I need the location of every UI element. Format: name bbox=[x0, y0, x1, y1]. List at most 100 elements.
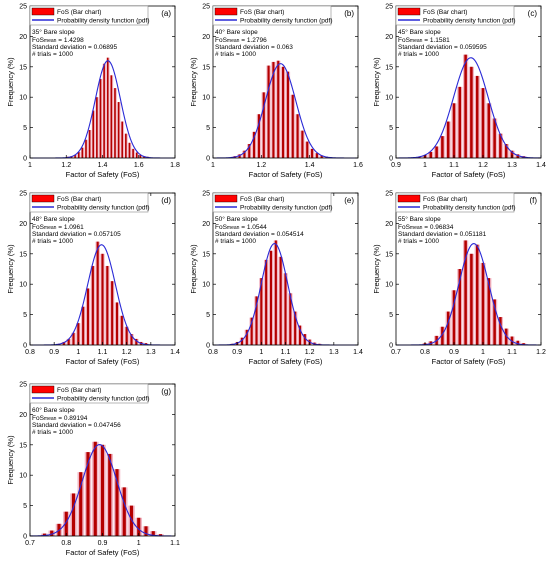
bar bbox=[493, 118, 496, 158]
bar bbox=[115, 302, 119, 345]
y-tick-label: 0 bbox=[23, 534, 27, 541]
bar bbox=[82, 306, 85, 345]
bar bbox=[470, 66, 473, 158]
x-tick-label: 0.7 bbox=[25, 540, 35, 547]
x-tick-label: 1.8 bbox=[170, 162, 180, 169]
bar bbox=[130, 334, 133, 345]
y-tick-label: 10 bbox=[202, 282, 210, 289]
bar bbox=[272, 61, 275, 158]
legend-line-label: Probability density function (pdf) bbox=[57, 205, 150, 212]
x-tick-label: 1.1 bbox=[449, 162, 459, 169]
bar bbox=[243, 150, 246, 158]
x-tick-label: 0.9 bbox=[98, 540, 108, 547]
bar bbox=[464, 54, 467, 158]
bar bbox=[499, 133, 502, 158]
x-tick-label: 1 bbox=[211, 162, 215, 169]
bar bbox=[115, 469, 119, 536]
legend-bar-label: FoS (Bar chart) bbox=[57, 387, 101, 394]
mean-subscript: mean bbox=[44, 416, 57, 422]
x-tick-label: 1.2 bbox=[122, 349, 132, 356]
legend-bar-swatch bbox=[31, 7, 55, 16]
bar bbox=[516, 340, 520, 345]
bar bbox=[120, 315, 123, 345]
annotation-slope: 48° Bare slope bbox=[32, 215, 75, 223]
x-axis-label: Factor of Safety (FoS) bbox=[66, 548, 140, 557]
legend-line-label: Probability density function (pdf) bbox=[423, 18, 516, 25]
x-tick-label: 1 bbox=[137, 540, 141, 547]
panel-label: (e) bbox=[344, 196, 354, 205]
chart-panel-7: 0 5 10 15 20 25 0.7 0.8 0.9 1 1.1 Factor of Safety … bbox=[6, 382, 180, 558]
legend-line-label: Probability density function (pdf) bbox=[240, 205, 333, 212]
bar bbox=[248, 144, 251, 158]
y-tick-label: 20 bbox=[385, 221, 393, 228]
annotation-trials: # trials = 1000 bbox=[398, 238, 439, 245]
bar bbox=[93, 441, 97, 536]
x-axis-label: Factor of Safety (FoS) bbox=[432, 357, 506, 366]
x-tick-label: 1.2 bbox=[61, 162, 71, 169]
bar bbox=[110, 75, 113, 158]
y-tick-label: 10 bbox=[19, 282, 27, 289]
legend-bar-label: FoS (Bar chart) bbox=[423, 9, 467, 16]
y-tick-label: 25 bbox=[19, 4, 27, 11]
bar bbox=[470, 253, 473, 345]
bar bbox=[446, 121, 450, 158]
annotation-slope: 50° Bare slope bbox=[215, 215, 258, 223]
bar bbox=[286, 71, 289, 158]
legend-bar-label: FoS (Bar chart) bbox=[57, 9, 101, 16]
bar bbox=[250, 317, 253, 345]
x-tick-label: 0.9 bbox=[49, 349, 59, 356]
bar bbox=[67, 338, 70, 345]
bar bbox=[504, 328, 508, 345]
x-tick-label: 1.6 bbox=[134, 162, 144, 169]
y-tick-label: 25 bbox=[19, 382, 27, 389]
annotation-slope: 45° Bare slope bbox=[398, 28, 441, 36]
bar bbox=[458, 86, 462, 158]
bar bbox=[303, 334, 306, 345]
y-tick-label: 5 bbox=[389, 125, 393, 132]
bar bbox=[108, 453, 112, 536]
plot-area bbox=[30, 6, 175, 158]
panel-label: (b) bbox=[344, 9, 354, 18]
y-tick-label: 5 bbox=[23, 125, 27, 132]
annotation-mean: FoSmean = 1.2796 bbox=[215, 37, 267, 44]
bar bbox=[253, 131, 256, 158]
mean-value: = 0.96834 bbox=[422, 224, 453, 231]
bar bbox=[475, 75, 479, 158]
bar bbox=[85, 139, 87, 158]
bar bbox=[88, 130, 91, 158]
annotation-std: Standard deviation = 0.057105 bbox=[32, 231, 121, 238]
y-tick-label: 20 bbox=[385, 34, 393, 41]
bar bbox=[452, 290, 456, 345]
x-tick-label: 1.4 bbox=[353, 349, 363, 356]
y-axis-label: Frequency (%) bbox=[189, 244, 198, 294]
legend-line-label: Probability density function (pdf) bbox=[240, 18, 333, 25]
bar bbox=[311, 148, 314, 158]
bar bbox=[139, 154, 142, 158]
bar bbox=[79, 472, 83, 536]
x-tick-label: 1.3 bbox=[146, 349, 156, 356]
panel-label: (a) bbox=[161, 9, 171, 18]
y-tick-label: 15 bbox=[19, 251, 27, 258]
x-tick-label: 1 bbox=[423, 162, 427, 169]
bar bbox=[81, 147, 84, 158]
bar bbox=[71, 493, 76, 536]
bar bbox=[441, 326, 444, 345]
annotation-std: Standard deviation = 0.063 bbox=[215, 44, 293, 51]
bar bbox=[284, 273, 287, 345]
bar bbox=[245, 329, 248, 345]
legend-bar-swatch bbox=[31, 385, 55, 394]
bar bbox=[42, 533, 47, 536]
y-axis-label: Frequency (%) bbox=[6, 244, 15, 294]
mean-label: FoS bbox=[398, 37, 411, 44]
legend-bar-swatch bbox=[397, 194, 421, 203]
x-tick-label: 1.2 bbox=[536, 349, 546, 356]
plot-area bbox=[396, 193, 541, 345]
y-tick-label: 0 bbox=[23, 343, 27, 350]
bar bbox=[72, 332, 75, 345]
x-tick-label: 1 bbox=[481, 349, 485, 356]
y-tick-label: 15 bbox=[202, 251, 210, 258]
bar bbox=[435, 146, 438, 158]
bar bbox=[158, 534, 163, 536]
annotation-slope: 35° Bare slope bbox=[32, 28, 75, 36]
